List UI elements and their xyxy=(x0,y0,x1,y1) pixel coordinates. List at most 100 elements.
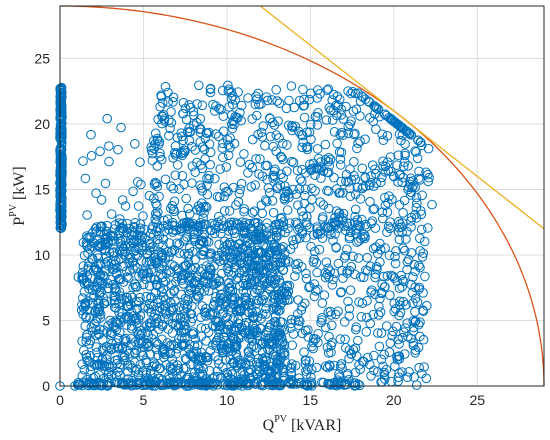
data-point xyxy=(327,95,338,105)
data-point xyxy=(390,258,401,269)
data-point xyxy=(231,200,241,210)
data-point xyxy=(196,183,207,193)
data-point xyxy=(280,227,291,238)
data-point xyxy=(217,268,227,279)
data-point xyxy=(198,250,208,260)
data-point xyxy=(323,348,334,358)
data-point xyxy=(170,377,181,388)
data-point xyxy=(114,218,125,228)
data-point xyxy=(325,266,336,277)
data-point xyxy=(310,334,321,344)
data-point xyxy=(207,218,217,229)
data-point xyxy=(275,243,285,254)
x-tick-label: 0 xyxy=(56,392,64,408)
data-point xyxy=(57,87,67,98)
data-point xyxy=(344,353,354,364)
data-point xyxy=(377,207,388,217)
data-point xyxy=(116,122,126,133)
data-point xyxy=(349,129,359,140)
data-point xyxy=(208,379,218,390)
data-point xyxy=(333,378,344,389)
data-point xyxy=(124,349,134,359)
data-point xyxy=(91,264,101,275)
data-point xyxy=(207,277,217,287)
data-point xyxy=(321,115,332,125)
data-point xyxy=(184,209,195,219)
data-point xyxy=(249,218,260,228)
data-point xyxy=(97,221,107,231)
data-point xyxy=(91,226,102,236)
data-point xyxy=(257,353,268,364)
data-point xyxy=(338,273,348,284)
data-point xyxy=(331,379,341,390)
data-point xyxy=(389,298,400,309)
data-point xyxy=(264,187,275,198)
data-point xyxy=(162,220,173,230)
data-point xyxy=(78,272,89,283)
data-point xyxy=(411,202,422,213)
data-point xyxy=(345,285,356,296)
data-point xyxy=(338,208,349,219)
data-point xyxy=(233,239,244,249)
data-point xyxy=(398,243,408,254)
data-point xyxy=(78,261,89,271)
data-point xyxy=(333,100,344,111)
data-point xyxy=(230,334,240,345)
data-point xyxy=(314,244,325,255)
data-point xyxy=(114,225,125,236)
data-point xyxy=(328,235,338,246)
data-point xyxy=(394,234,405,245)
data-point xyxy=(199,144,210,155)
data-point xyxy=(400,139,410,149)
data-point xyxy=(274,133,284,143)
data-point xyxy=(385,290,395,301)
data-point xyxy=(172,238,182,248)
data-point xyxy=(338,130,348,140)
data-point xyxy=(178,303,189,314)
data-point xyxy=(156,90,166,101)
data-point xyxy=(132,326,143,337)
data-point xyxy=(113,255,124,265)
data-point xyxy=(317,313,327,323)
data-point xyxy=(303,332,314,342)
data-point xyxy=(412,198,422,208)
data-point xyxy=(195,355,205,366)
data-point xyxy=(393,227,404,237)
data-point xyxy=(200,377,211,388)
data-point xyxy=(94,306,105,317)
data-point xyxy=(198,246,208,257)
data-point xyxy=(147,155,158,166)
data-point xyxy=(333,306,343,317)
y-tick-label: 20 xyxy=(34,116,50,132)
data-point xyxy=(104,247,115,258)
data-point xyxy=(157,319,168,330)
data-point xyxy=(213,316,224,327)
data-point xyxy=(264,339,275,349)
data-point xyxy=(198,377,208,388)
data-point xyxy=(390,361,400,372)
data-point xyxy=(324,331,334,342)
data-point xyxy=(84,283,94,294)
data-point xyxy=(297,301,307,312)
data-point xyxy=(167,201,178,211)
data-point xyxy=(387,194,397,205)
data-point xyxy=(311,258,322,268)
data-point xyxy=(416,209,427,220)
data-point xyxy=(267,340,278,350)
data-point xyxy=(192,272,203,283)
data-point xyxy=(344,233,355,244)
y-tick-label: 25 xyxy=(34,50,50,66)
data-point xyxy=(383,221,394,232)
data-point xyxy=(406,212,417,223)
data-point xyxy=(382,207,393,217)
data-point xyxy=(389,273,400,283)
data-point xyxy=(415,233,425,244)
data-point xyxy=(359,357,369,367)
data-point xyxy=(257,309,268,319)
data-point xyxy=(351,324,361,335)
data-point xyxy=(56,197,67,207)
data-point xyxy=(382,157,393,167)
data-point xyxy=(424,172,434,183)
y-axis-label-base: P xyxy=(11,217,28,226)
data-point xyxy=(250,99,261,110)
